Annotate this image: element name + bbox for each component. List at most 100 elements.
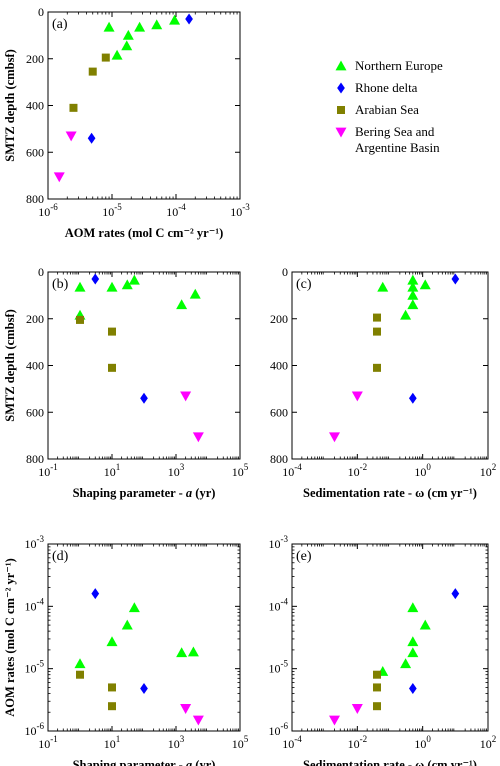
legend-item-as: Arabian Sea xyxy=(337,102,419,117)
panel-label: (d) xyxy=(52,549,69,564)
legend: Northern Europe Rhone delta Arabian Sea Ber… xyxy=(335,58,443,155)
data-point xyxy=(88,67,97,76)
series-ne xyxy=(103,14,181,60)
data-point xyxy=(176,299,188,310)
y-tick-label: 0 xyxy=(38,5,44,19)
x-tick-label: 10-4 xyxy=(282,462,302,479)
y-tick-label: 800 xyxy=(270,452,288,466)
panel-c: 10-4 10-2 100 102 0 200 400 600 800 (c) Sedimentat… xyxy=(270,265,496,500)
plot-frame xyxy=(291,271,489,460)
y-tick-label: 400 xyxy=(270,359,288,373)
data-point xyxy=(151,19,163,30)
x-tick-label: 10-5 xyxy=(102,202,122,219)
data-point xyxy=(106,281,118,292)
data-point xyxy=(74,658,86,669)
x-tick-label: 105 xyxy=(232,462,249,479)
bs-legend-marker xyxy=(335,127,347,138)
data-point xyxy=(103,21,115,32)
data-point xyxy=(140,392,148,404)
x-tick-label: 10-2 xyxy=(348,462,368,479)
data-point xyxy=(351,704,363,714)
y-tick-label: 200 xyxy=(26,52,44,66)
x-tick-label: 100 xyxy=(414,734,431,751)
panel-label: (c) xyxy=(296,277,312,292)
x-tick-label: 10-6 xyxy=(38,202,58,219)
y-tick-label: 10-5 xyxy=(269,659,289,676)
data-point xyxy=(329,715,341,726)
x-tick-label: 100 xyxy=(414,462,431,479)
x-tick-label: 103 xyxy=(168,734,185,751)
y-tick-label: 10-3 xyxy=(25,534,45,551)
data-point xyxy=(351,391,363,402)
y-tick-label: 0 xyxy=(282,265,288,279)
series-ne xyxy=(74,602,199,669)
data-point xyxy=(134,21,146,32)
series-as xyxy=(76,315,116,372)
y-tick-label: 10-5 xyxy=(25,659,45,676)
x-tick-label: 10-1 xyxy=(38,734,58,751)
data-point xyxy=(329,432,341,443)
legend-label: Bering Sea and xyxy=(355,124,435,139)
y-tick-label: 600 xyxy=(26,145,44,159)
series-rd xyxy=(87,13,193,144)
data-point xyxy=(373,313,382,322)
series-bs xyxy=(180,704,204,726)
data-point xyxy=(407,281,419,292)
data-point xyxy=(419,279,431,290)
data-point xyxy=(76,315,84,324)
y-tick-label: 10-4 xyxy=(25,596,45,613)
data-point xyxy=(121,40,133,51)
legend-label: Rhone delta xyxy=(355,80,418,95)
x-tick-label: 103 xyxy=(168,462,185,479)
data-point xyxy=(407,299,419,310)
legend-item-ne: Northern Europe xyxy=(335,58,443,73)
legend-item-rd: Rhone delta xyxy=(337,80,418,95)
panel-label: (a) xyxy=(52,17,68,32)
plot-frame xyxy=(47,271,241,460)
data-point xyxy=(91,273,100,285)
y-tick-label: 200 xyxy=(26,312,44,326)
data-point xyxy=(53,172,65,183)
x-axis-label: Shaping parameter - a (yr) xyxy=(73,758,216,766)
data-point xyxy=(192,432,204,443)
rd-legend-marker xyxy=(337,82,345,94)
data-point xyxy=(108,702,116,711)
panel-label: (e) xyxy=(296,549,312,564)
data-point xyxy=(111,49,123,60)
legend-label: Northern Europe xyxy=(355,58,443,73)
y-axis-label: AOM rates (mol C cm⁻² yr⁻¹) xyxy=(3,558,17,716)
data-point xyxy=(400,309,412,320)
data-point xyxy=(91,588,100,600)
data-point xyxy=(128,602,140,613)
series-as xyxy=(373,313,382,372)
data-point xyxy=(373,327,382,336)
x-tick-label: 102 xyxy=(480,734,497,751)
panel-a: 10-6 10-5 10-4 10-3 0 200 400 600 800 (a) AOM rate… xyxy=(3,5,250,240)
series-rd xyxy=(91,273,148,404)
panel-label: (b) xyxy=(52,277,69,292)
series-ne xyxy=(377,274,431,320)
data-point xyxy=(400,658,412,669)
y-tick-label: 10-6 xyxy=(269,721,289,738)
data-point xyxy=(451,588,460,600)
data-point xyxy=(180,704,192,714)
legend-label: Arabian Sea xyxy=(355,102,419,117)
data-point xyxy=(169,14,181,25)
data-point xyxy=(121,279,133,290)
x-tick-label: 10-2 xyxy=(348,734,368,751)
y-tick-label: 10-3 xyxy=(269,534,289,551)
series-as xyxy=(76,670,116,711)
legend-label: Argentine Basin xyxy=(355,140,440,155)
data-point xyxy=(407,274,419,285)
series-bs xyxy=(329,391,363,443)
as-legend-marker xyxy=(337,106,345,114)
x-tick-label: 10-4 xyxy=(166,202,186,219)
y-tick-label: 0 xyxy=(38,265,44,279)
ne-legend-marker xyxy=(335,60,347,71)
plot-frame xyxy=(291,543,489,732)
data-point xyxy=(451,273,460,285)
y-tick-label: 600 xyxy=(270,405,288,419)
y-tick-label: 400 xyxy=(26,99,44,113)
series-ne xyxy=(377,602,431,676)
